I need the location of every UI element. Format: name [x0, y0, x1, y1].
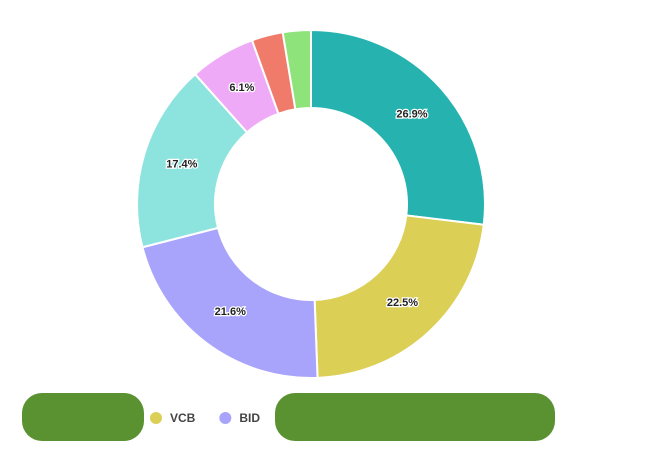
slice	[141, 226, 319, 379]
value-label: 22.5%	[387, 297, 418, 309]
value-label: 17.4%	[166, 159, 197, 171]
legend-marker	[219, 412, 232, 424]
slice	[281, 28, 312, 111]
slice	[310, 28, 486, 226]
value-label: 21.6%	[215, 306, 246, 318]
redaction	[275, 393, 555, 441]
legend-marker	[150, 412, 162, 424]
slice	[313, 214, 485, 379]
redaction	[22, 393, 144, 441]
legend-label: VCB	[170, 411, 196, 425]
value-label: 6.1%	[229, 82, 254, 94]
value-label: 26.9%	[396, 108, 427, 120]
slice	[136, 72, 249, 249]
legend-label: BID	[239, 411, 260, 425]
